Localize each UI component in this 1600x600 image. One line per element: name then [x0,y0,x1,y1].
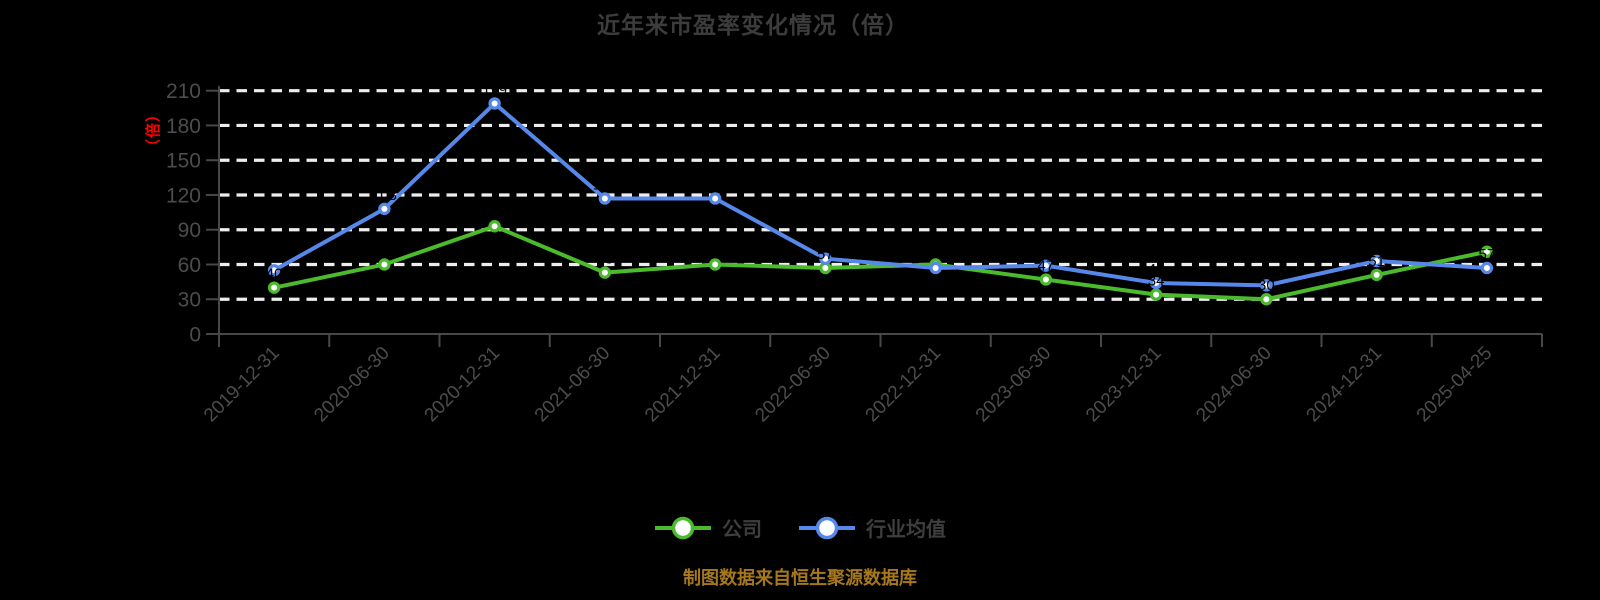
industry-average-data-point [598,192,612,205]
point-value-label: 57 [817,246,834,263]
x-axis-category-label: 2021-12-31 [641,343,725,427]
point-value-label: 59 [1038,244,1055,261]
company-series-line [272,224,1489,302]
point-value-label: 57 [927,246,944,263]
industry-average-data-point [1370,254,1383,268]
gridlines [219,89,1542,301]
y-axis-tick-label: 90 [178,219,201,242]
industry-average-data-point [488,97,501,110]
point-value-label: 47 [1038,258,1055,275]
company-series [267,220,1494,306]
industry-series-marker-icon [799,516,855,539]
legend-item-industry-average[interactable]: 行业均值 [798,513,946,542]
industry-average-series [267,97,1494,292]
y-axis-tick-label: 120 [166,184,201,207]
y-axis-tick-label: 0 [189,324,201,347]
x-axis-category-label: 2022-06-30 [751,343,835,427]
company-data-point [708,258,722,271]
company-data-point [488,220,501,233]
point-value-label: 53 [597,251,614,268]
legend-item-company[interactable]: 公司 [654,513,762,542]
company-data-point [1149,288,1163,301]
point-value-label: 42 [1258,263,1275,280]
x-axis-category-label: 2023-12-31 [1082,343,1166,427]
point-value-label: 63 [1368,239,1385,256]
industry-average-series-line [272,101,1489,288]
x-axis-category-label: 2020-06-30 [310,343,394,427]
x-axis-category-label: 2025-04-25 [1413,343,1497,427]
point-value-label: 57 [1479,246,1496,263]
y-axis-tick-label: 150 [166,150,201,173]
point-value-label: 60 [707,242,724,259]
industry-average-data-point [1149,276,1163,290]
industry-average-data-point [267,264,281,277]
company-data-point [598,266,612,279]
company-data-point [1039,273,1053,286]
point-value-label: 60 [376,242,393,259]
company-data-point [1370,268,1383,282]
industry-average-data-point [929,261,942,275]
chart-title: 近年来市盈率变化情况（倍） [597,12,909,38]
x-axis-category-label: 2024-12-31 [1303,343,1387,427]
x-axis-category-label: 2019-12-31 [200,343,284,427]
y-axis-tick-label: 60 [178,254,201,277]
company-data-point [1480,245,1494,258]
x-axis-category-label: 2021-06-30 [531,343,615,427]
point-value-label: 40 [266,266,283,283]
industry-average-data-point [1480,261,1494,275]
legend-label-industry-average: 行业均值 [866,519,946,541]
point-value-label: 51 [1368,253,1385,270]
industry-average-data-point [819,252,832,265]
legend-label-company: 公司 [722,519,762,541]
point-value-label: 60 [927,242,944,259]
data-source-note: 制图数据来自恒生聚源数据库 [683,568,917,588]
industry-average-data-point [1260,279,1273,292]
company-data-point [1260,293,1273,306]
company-data-point [378,258,391,271]
point-value-label: 65 [817,237,834,254]
company-data-point [267,281,281,294]
industry-average-data-point [1039,259,1053,272]
company-series-marker-icon [655,516,711,539]
point-value-label: 34 [1148,273,1165,290]
point-value-label: 30 [1258,277,1275,294]
x-axis-category-label: 2022-12-31 [862,343,946,427]
point-value-label: 93 [486,204,503,221]
point-value-label: 71 [1479,230,1496,247]
point-value-label: 108 [372,187,397,204]
industry-average-data-point [378,202,391,216]
point-value-label: 117 [593,176,617,193]
point-value-label: 44 [1148,261,1165,278]
point-value-label: 117 [703,176,727,193]
y-axis-tick-label: 210 [166,80,201,103]
axes: 0 30 60 90 120 150 180 210 [166,80,1543,347]
x-axis-category-label: 2023-06-30 [972,343,1056,427]
y-axis-tick-label: 180 [166,115,201,138]
point-value-label: 199 [482,81,507,98]
point-value-label: 55 [266,248,283,265]
industry-average-data-point [708,192,722,205]
chart-legend: 公司 行业均值 [0,513,1600,542]
x-axis-category-label: 2020-12-31 [421,343,505,427]
y-axis-tick-label: 30 [178,289,201,312]
x-axis-category-label: 2024-06-30 [1192,343,1276,427]
